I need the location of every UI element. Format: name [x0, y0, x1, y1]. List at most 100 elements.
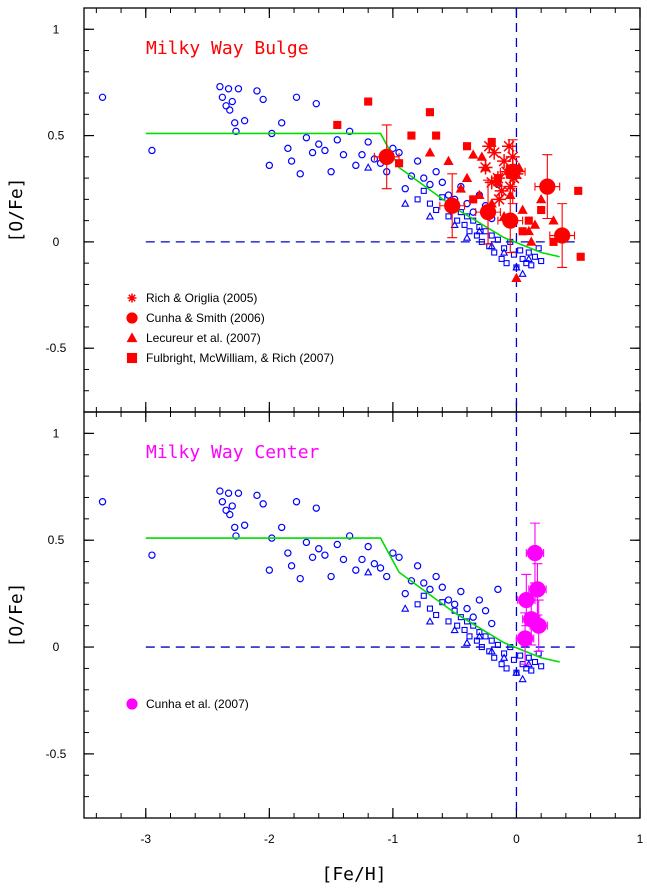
disk-circle-point	[302, 538, 311, 547]
disk-circle-point	[216, 82, 224, 91]
y-tick-label: 0	[53, 640, 60, 654]
disk-circle-point	[469, 613, 477, 621]
disk-circle-point	[253, 491, 261, 500]
panel-center-ticks: 1 0.5 0 -0.5	[46, 412, 641, 818]
disk-square-point	[420, 187, 427, 194]
disk-triangle-point	[512, 263, 521, 271]
data-point	[461, 172, 473, 183]
data-point	[480, 162, 491, 172]
x-tick-labels: -3 -2 -1 0 1	[140, 832, 643, 846]
disk-circle-point	[463, 604, 471, 613]
disk-circle-point	[287, 562, 296, 570]
disk-square-point	[433, 206, 440, 214]
data-point	[516, 630, 534, 647]
disk-square-point	[426, 605, 434, 612]
disk-square-point	[476, 223, 483, 231]
data-point	[487, 145, 502, 160]
disk-square-point	[482, 633, 489, 640]
disk-circle-point	[444, 596, 453, 604]
disk-triangle-point	[475, 226, 484, 235]
data-point	[395, 159, 404, 168]
disk-circle-point	[234, 85, 243, 93]
legend-label: Cunha et al. (2007)	[146, 697, 249, 711]
disk-triangle-point	[425, 212, 435, 220]
disk-circle-point	[457, 587, 465, 596]
disk-square-point	[461, 221, 468, 228]
data-point	[529, 581, 546, 598]
disk-circle-point	[339, 555, 348, 564]
data-point	[574, 186, 583, 195]
disk-square-point	[531, 253, 539, 260]
disk-circle-point	[370, 560, 379, 568]
panel-bulge-marks	[98, 8, 585, 412]
disk-circle-point	[481, 607, 490, 615]
disk-circle-point	[345, 532, 354, 540]
disk-square-point	[457, 614, 464, 621]
disk-circle-point	[444, 191, 453, 199]
data-point	[497, 154, 512, 169]
disk-circle-point	[292, 498, 301, 506]
panel-center-title: Milky Way Center	[146, 442, 320, 463]
panel-center-ylabel: [O/Fe]	[6, 582, 27, 647]
disk-circle-point	[226, 510, 234, 519]
data-point	[513, 162, 525, 172]
disk-circle-point	[222, 102, 230, 110]
data-point	[492, 192, 507, 207]
data-point	[407, 131, 416, 140]
disk-triangle-point	[475, 632, 484, 640]
disk-circle-point	[302, 134, 311, 142]
disk-circle-point	[327, 572, 335, 581]
disk-circle-point	[333, 136, 341, 144]
disk-triangle-point	[487, 646, 496, 655]
disk-circle-point	[216, 487, 224, 495]
disk-circle-point	[383, 572, 391, 581]
disk-circle-point	[259, 500, 267, 508]
data-point	[524, 216, 533, 225]
disk-circle-point	[395, 553, 403, 562]
legend-marker	[126, 352, 138, 364]
disk-circle-point	[308, 148, 317, 157]
data-point	[503, 179, 518, 194]
disk-circle-point	[253, 87, 261, 95]
disk-circle-point	[148, 146, 156, 155]
disk-circle-point	[228, 502, 236, 510]
disk-circle-point	[148, 551, 156, 559]
data-point	[539, 178, 556, 195]
x-axis-title: [Fe/H]	[321, 864, 386, 885]
disk-square-point	[528, 262, 535, 269]
disk-square-point	[525, 654, 532, 661]
disk-triangle-point	[450, 625, 459, 634]
legend-marker	[127, 293, 137, 303]
panel-bulge-legend: Rich & Origlia (2005) Cunha & Smith (2006…	[126, 291, 334, 365]
disk-circle-point	[438, 583, 447, 591]
data-point	[554, 227, 571, 244]
disk-square-point	[488, 637, 495, 644]
disk-square-point	[494, 641, 501, 648]
disk-circle-point	[232, 127, 240, 136]
panel-center-frame	[83, 411, 641, 819]
disk-square-point	[433, 611, 440, 619]
disk-triangle-point	[462, 233, 472, 241]
legend-label: Lecureur et al. (2007)	[146, 331, 261, 345]
disk-circle-point	[224, 85, 233, 93]
y-tick-label: 0.5	[48, 533, 65, 547]
disk-circle-point	[240, 521, 249, 529]
disk-triangle-point	[401, 199, 410, 207]
y-tick-label: 0	[53, 235, 60, 249]
disk-square-point	[531, 658, 539, 666]
disk-square-point	[466, 228, 473, 235]
disk-square-point	[517, 247, 524, 254]
disk-square-point	[528, 667, 535, 674]
disk-triangle-point	[524, 254, 533, 263]
disk-circle-point	[364, 138, 372, 146]
legend-marker	[126, 312, 138, 324]
disk-circle-point	[407, 172, 416, 180]
data-point	[425, 108, 435, 117]
y-tick-label: 1	[53, 22, 60, 36]
x-tick-label: -3	[140, 832, 151, 846]
disk-circle-point	[308, 553, 317, 562]
disk-circle-point	[222, 506, 230, 514]
panel-center-legend: Cunha et al. (2007)	[126, 697, 249, 711]
disk-triangle-point	[450, 220, 459, 228]
x-tick-label: 0	[513, 832, 520, 846]
